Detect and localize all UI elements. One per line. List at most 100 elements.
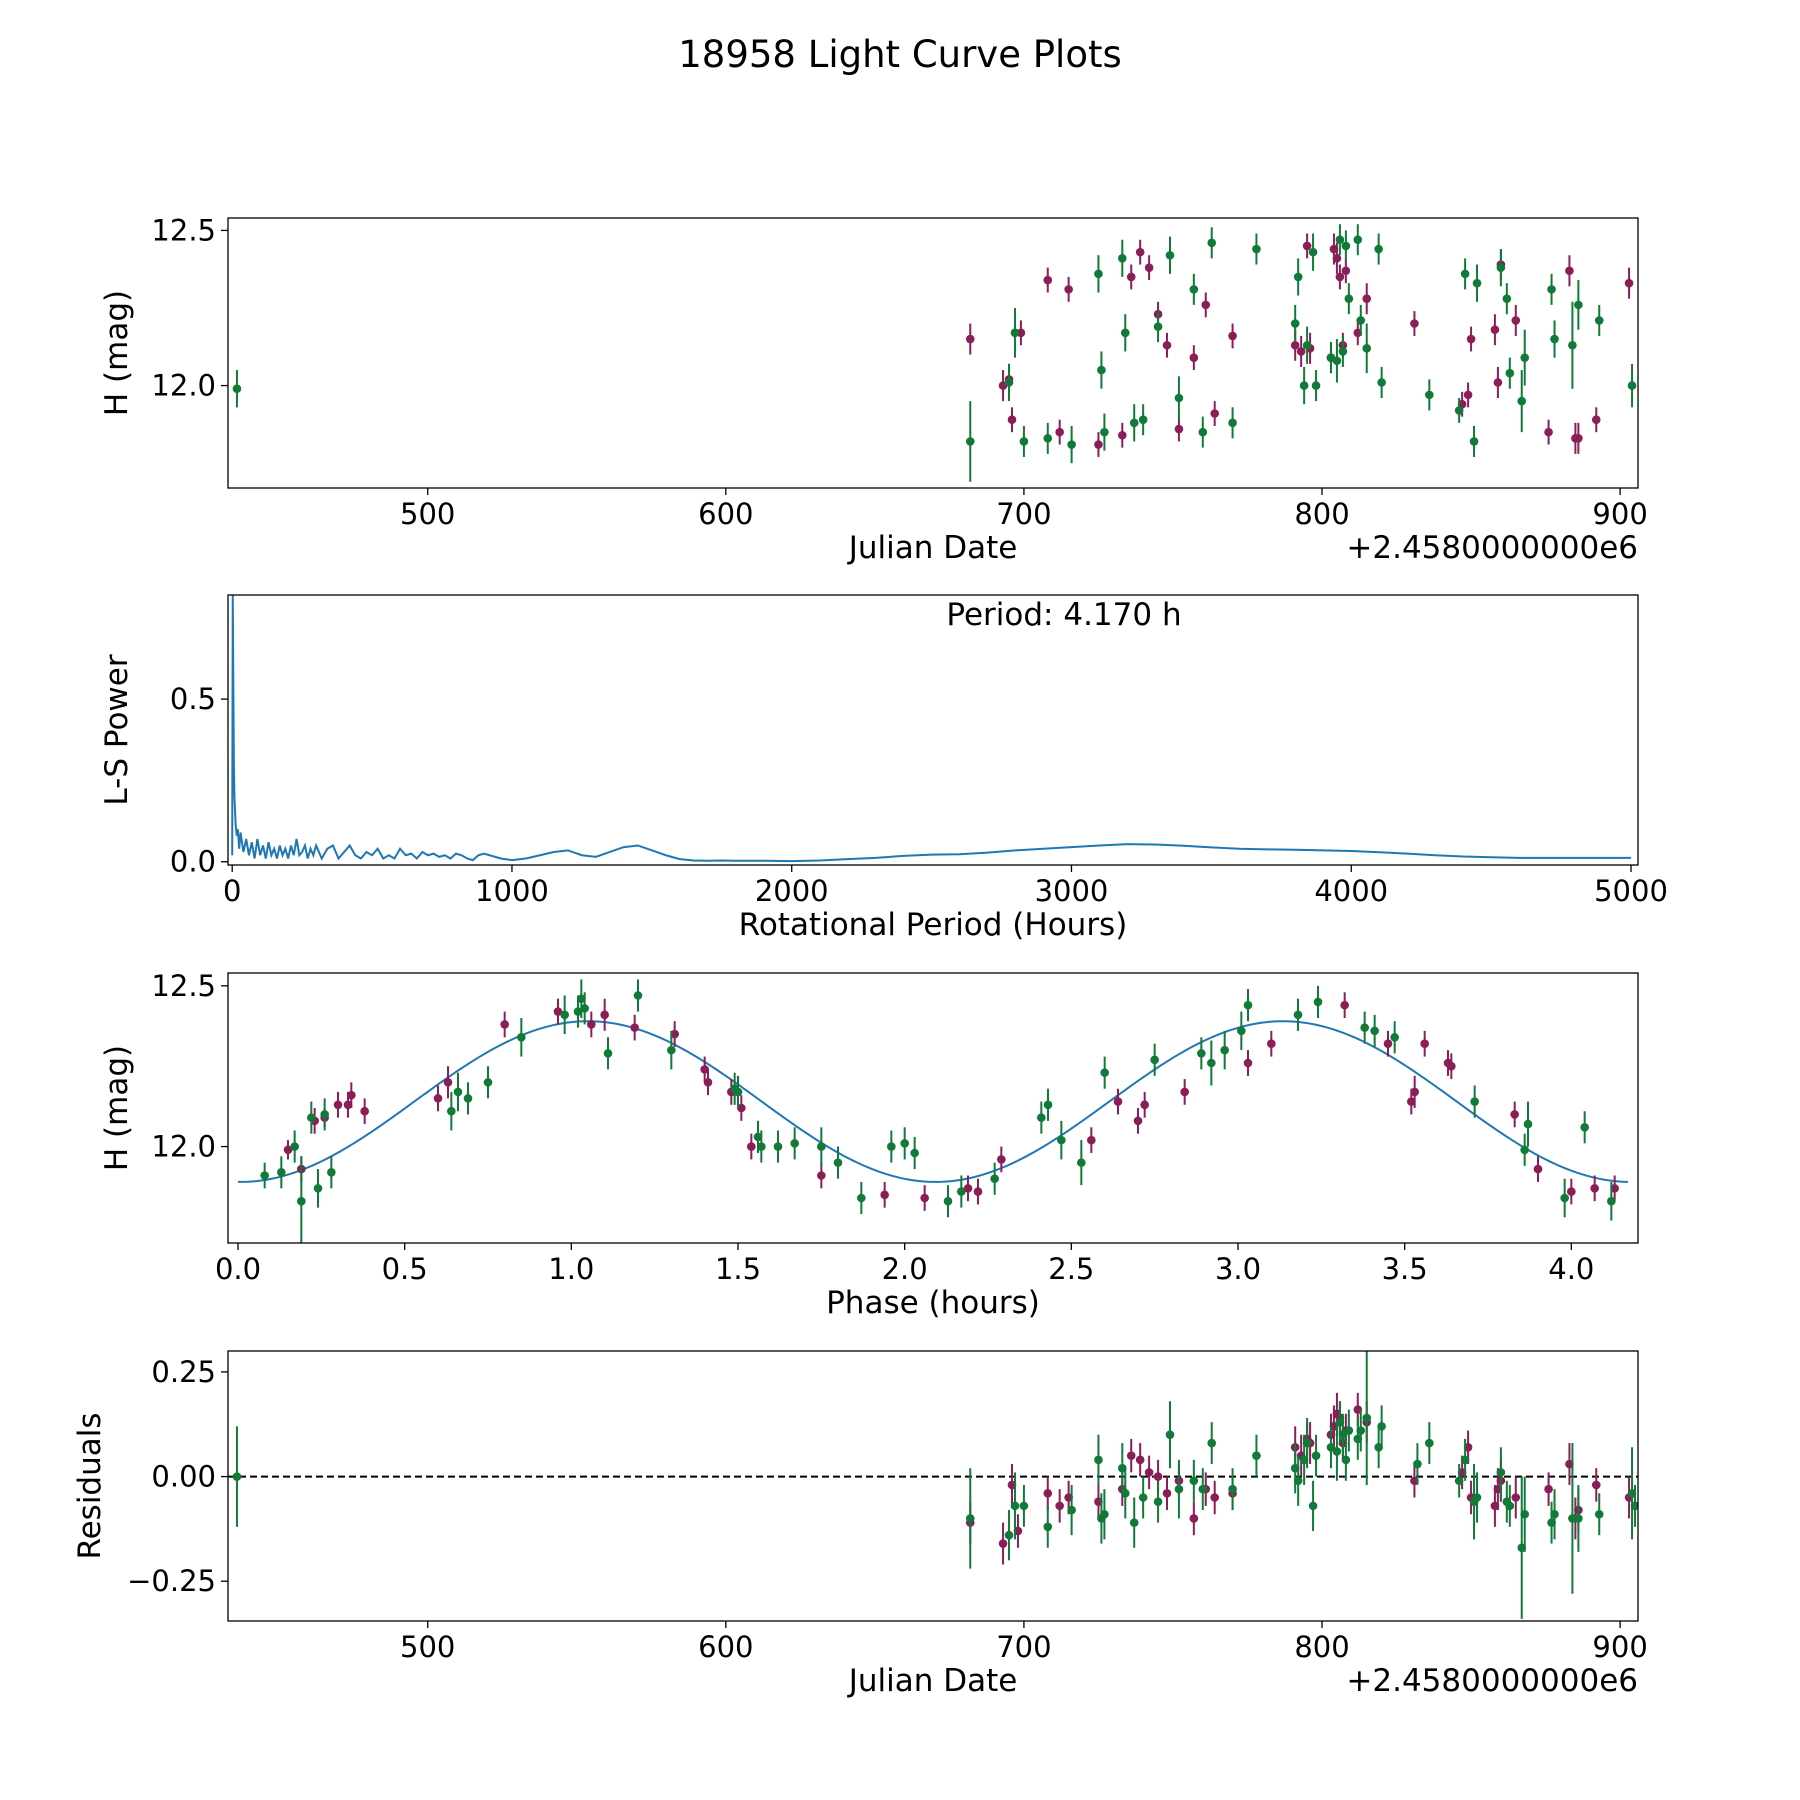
data-point	[1630, 1501, 1638, 1511]
x-tick-label: 500	[400, 497, 455, 531]
data-point	[1302, 241, 1312, 251]
data-point	[703, 1077, 713, 1087]
y-axis-label: H (mag)	[99, 1045, 135, 1171]
data-point	[1150, 1055, 1159, 1065]
data-point	[1580, 1122, 1589, 1132]
data-point	[573, 1007, 583, 1016]
data-point	[1340, 1000, 1349, 1010]
data-point	[963, 1184, 973, 1193]
data-point	[1220, 1045, 1229, 1055]
plot-area	[232, 224, 1637, 482]
y-tick-label: 12.0	[151, 369, 216, 403]
data-point	[1252, 244, 1261, 254]
data-point	[1067, 1505, 1076, 1515]
data-point	[517, 1032, 526, 1042]
data-point	[1097, 365, 1106, 375]
data-point	[560, 1010, 569, 1020]
data-point	[920, 1193, 929, 1203]
data-point	[1335, 272, 1345, 282]
data-point	[603, 1049, 613, 1058]
data-point	[1362, 294, 1372, 303]
data-point	[1344, 1426, 1354, 1435]
data-point	[1567, 1187, 1576, 1196]
data-point	[630, 1023, 639, 1032]
axes-frame	[227, 972, 1639, 1244]
data-point	[1174, 393, 1184, 403]
data-point	[817, 1171, 826, 1180]
y-tick-label: 0.25	[151, 1355, 216, 1389]
plot-area	[231, 595, 1632, 863]
data-point	[1243, 1000, 1253, 1010]
x-axis-label: Julian Date	[847, 1663, 1018, 1699]
data-point	[1463, 390, 1473, 400]
data-point	[1189, 353, 1199, 362]
data-point	[910, 1148, 919, 1158]
data-point	[1594, 1509, 1604, 1519]
data-point	[857, 1193, 866, 1203]
data-point	[1267, 1039, 1276, 1049]
data-point	[1133, 1116, 1143, 1126]
residuals-panel: 500 600 700 800 900 0.25 0.00 −0.25 Julian Date R…	[72, 1350, 1648, 1699]
data-point	[1341, 1455, 1351, 1465]
data-point	[1243, 1058, 1253, 1068]
data-point	[1511, 1493, 1521, 1502]
x-tick-label: 2.5	[1048, 1252, 1094, 1286]
y-axis-label: L-S Power	[99, 654, 135, 805]
data-point	[1290, 319, 1300, 328]
data-point	[1574, 1514, 1583, 1523]
data-point	[1407, 1097, 1416, 1106]
data-point	[1135, 1455, 1145, 1465]
data-point	[453, 1087, 463, 1097]
data-point	[1094, 269, 1103, 279]
x-tick-label: 700	[996, 1630, 1051, 1664]
data-point	[1560, 1193, 1569, 1203]
figure-title: 18958 Light Curve Plots	[678, 33, 1122, 76]
data-point	[1425, 390, 1434, 400]
x-tick-label: 5000	[1594, 874, 1668, 908]
data-point	[1413, 1459, 1422, 1469]
x-tick-label: 2000	[755, 874, 829, 908]
data-point	[1493, 378, 1503, 387]
data-point	[1138, 415, 1148, 425]
data-point	[283, 1145, 293, 1155]
data-point	[1117, 430, 1127, 440]
data-point	[1010, 328, 1020, 338]
data-point	[1043, 1522, 1053, 1532]
data-point	[1335, 235, 1345, 245]
data-point	[1326, 1442, 1336, 1452]
data-point	[1353, 235, 1363, 245]
data-point	[943, 1196, 953, 1206]
data-point	[1370, 1026, 1379, 1036]
data-point	[553, 1007, 563, 1016]
data-point	[1332, 254, 1342, 263]
data-point	[1299, 381, 1309, 390]
data-point	[1113, 1097, 1123, 1106]
data-point	[577, 994, 586, 1004]
data-point	[1197, 1049, 1206, 1058]
x-tick-label: 800	[1294, 497, 1349, 531]
data-point	[1341, 241, 1351, 251]
data-point	[1362, 1413, 1372, 1423]
phased-curve-panel: 0.0 0.5 1.0 1.5 2.0 2.5 3.0 3.5 4.0 12.0 12.5 Phase…	[99, 969, 1639, 1321]
axes-frame	[227, 217, 1639, 489]
data-point	[1293, 272, 1303, 282]
period-annotation: Period: 4.170 h	[946, 597, 1181, 633]
data-point	[1057, 1135, 1066, 1145]
x-tick-label: 0.5	[382, 1252, 428, 1286]
data-point	[1043, 434, 1053, 443]
data-point	[817, 1142, 826, 1151]
data-point	[1120, 328, 1130, 338]
data-point	[700, 1065, 709, 1074]
data-point	[1162, 1489, 1172, 1498]
x-tick-label: 1.0	[548, 1252, 594, 1286]
data-point	[1144, 263, 1154, 272]
data-point	[1377, 378, 1386, 387]
data-point	[360, 1106, 369, 1116]
data-point	[1447, 1061, 1456, 1071]
data-point	[1135, 247, 1145, 257]
data-point	[1523, 1119, 1533, 1129]
data-point	[900, 1139, 909, 1148]
data-point	[1410, 1087, 1419, 1097]
data-point	[1420, 1039, 1429, 1049]
y-tick-label: 0.5	[170, 682, 216, 716]
